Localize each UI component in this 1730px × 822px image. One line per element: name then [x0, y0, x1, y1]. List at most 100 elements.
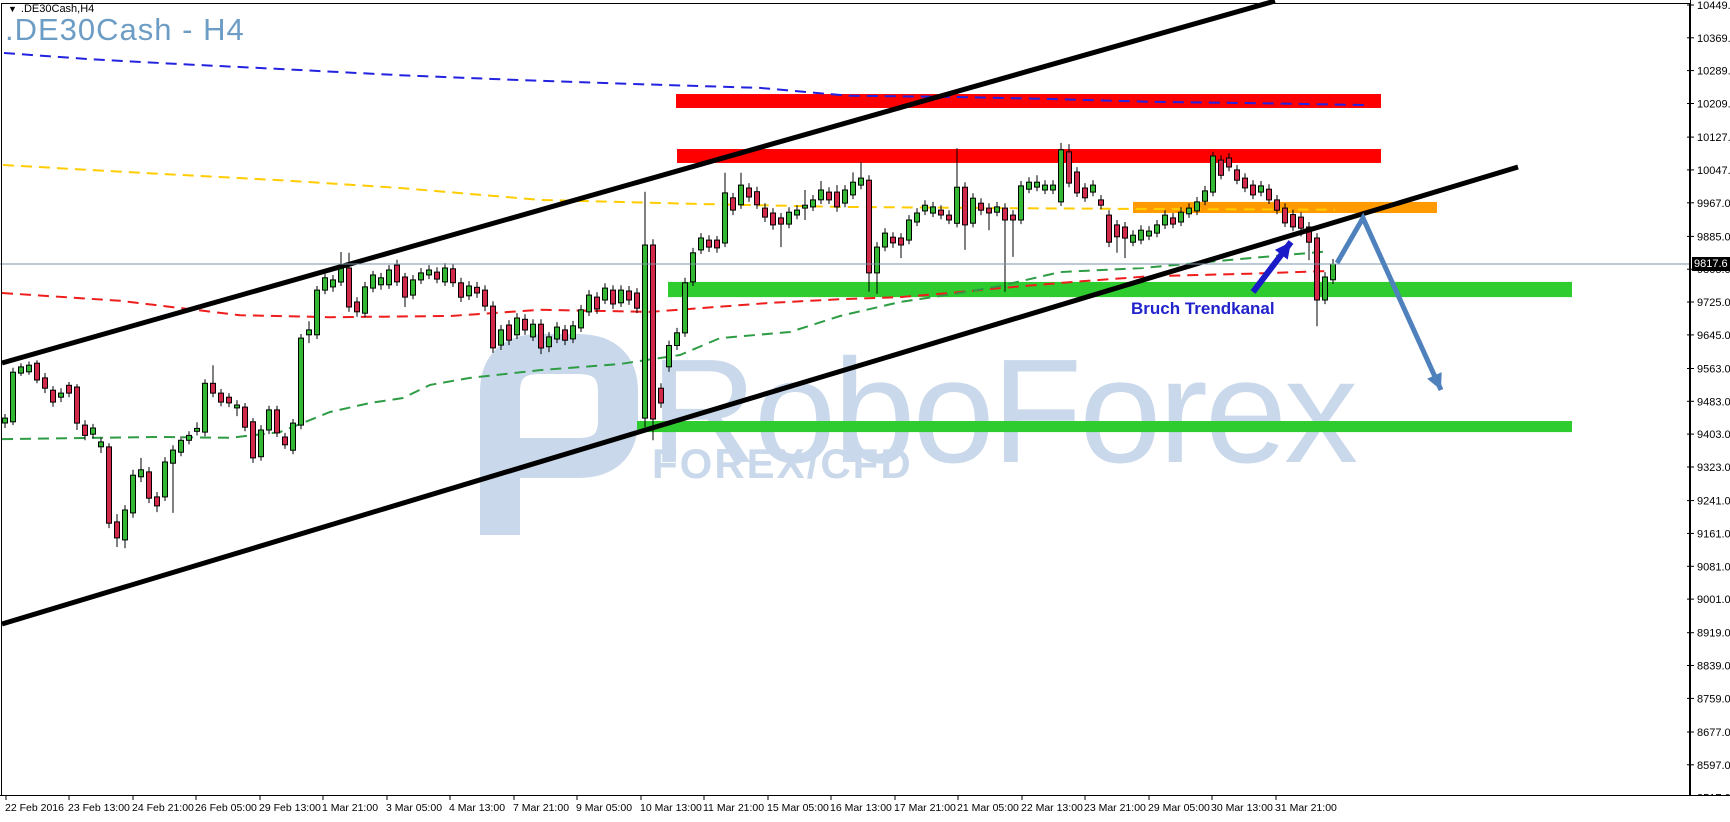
candle[interactable] — [90, 423, 96, 439]
resistance-zone-lower[interactable] — [677, 149, 1381, 163]
candle[interactable] — [570, 320, 576, 344]
channel-lower[interactable] — [1, 164, 1519, 627]
candle[interactable] — [58, 388, 64, 403]
candle[interactable] — [306, 321, 312, 344]
candle[interactable] — [754, 186, 760, 209]
candle[interactable] — [34, 360, 40, 384]
candle[interactable] — [1250, 180, 1256, 200]
candle[interactable] — [682, 277, 688, 337]
candle[interactable] — [658, 383, 664, 408]
candle[interactable] — [482, 285, 488, 312]
candle[interactable] — [698, 233, 704, 254]
candle[interactable] — [554, 322, 560, 344]
candle[interactable] — [178, 436, 184, 457]
candle[interactable] — [442, 263, 448, 286]
candle[interactable] — [490, 301, 496, 353]
candle[interactable] — [386, 265, 392, 289]
candle[interactable] — [914, 208, 920, 227]
symbol-tab[interactable]: ▼ .DE30Cash,H4 — [8, 3, 94, 15]
break-arrow[interactable] — [1250, 240, 1294, 294]
candle[interactable] — [522, 314, 528, 335]
candle[interactable] — [882, 228, 888, 252]
candle[interactable] — [194, 422, 200, 436]
candle[interactable] — [98, 437, 104, 453]
candle[interactable] — [378, 272, 384, 290]
candle[interactable] — [418, 268, 424, 284]
candle[interactable] — [1146, 226, 1152, 241]
candle[interactable] — [218, 389, 224, 407]
candle[interactable] — [810, 195, 816, 211]
candle[interactable] — [1098, 195, 1104, 210]
candle[interactable] — [186, 431, 192, 445]
candle[interactable] — [1234, 165, 1240, 185]
candle[interactable] — [1162, 210, 1168, 229]
candle[interactable] — [986, 203, 992, 231]
candle[interactable] — [154, 492, 160, 513]
candle[interactable] — [474, 281, 480, 298]
candle[interactable] — [1258, 181, 1264, 197]
candle[interactable] — [1034, 175, 1040, 192]
candle[interactable] — [1194, 197, 1200, 216]
candle[interactable] — [162, 457, 168, 501]
candle[interactable] — [770, 208, 776, 230]
candle[interactable] — [1154, 220, 1160, 238]
candle[interactable] — [370, 270, 376, 293]
candle[interactable] — [26, 361, 32, 375]
break-annotation-text[interactable]: Bruch Trendkanal — [1131, 299, 1275, 318]
candle[interactable] — [514, 313, 520, 339]
candle[interactable] — [938, 205, 944, 220]
candle[interactable] — [978, 198, 984, 216]
candle[interactable] — [282, 432, 288, 449]
candle[interactable] — [1090, 180, 1096, 197]
candle[interactable] — [834, 185, 840, 212]
candle[interactable] — [258, 425, 264, 461]
candle[interactable] — [250, 418, 256, 463]
candle[interactable] — [1218, 155, 1224, 180]
candle[interactable] — [954, 148, 960, 228]
candle[interactable] — [1186, 203, 1192, 218]
candle[interactable] — [1042, 180, 1048, 195]
candle[interactable] — [562, 325, 568, 346]
candle[interactable] — [618, 285, 624, 307]
candle[interactable] — [18, 363, 24, 376]
candle[interactable] — [210, 365, 216, 398]
candle[interactable] — [402, 272, 408, 307]
candle[interactable] — [778, 213, 784, 248]
candle[interactable] — [410, 275, 416, 300]
candle[interactable] — [1026, 177, 1032, 194]
candle[interactable] — [74, 384, 80, 430]
candle[interactable] — [82, 420, 88, 441]
candle[interactable] — [586, 290, 592, 316]
candle[interactable] — [290, 419, 296, 455]
candle[interactable] — [786, 207, 792, 229]
candle[interactable] — [866, 175, 872, 292]
ma-yellow[interactable] — [2, 164, 1336, 211]
candle[interactable] — [106, 443, 112, 529]
candle[interactable] — [594, 292, 600, 314]
candle[interactable] — [762, 203, 768, 222]
candle[interactable] — [1210, 151, 1216, 197]
candle[interactable] — [1114, 220, 1120, 253]
projection-arrow[interactable] — [1334, 212, 1444, 392]
candle[interactable] — [466, 281, 472, 300]
candle[interactable] — [1178, 207, 1184, 227]
candle[interactable] — [458, 277, 464, 302]
candle[interactable] — [434, 267, 440, 284]
candle[interactable] — [1074, 167, 1080, 197]
candle[interactable] — [1274, 195, 1280, 215]
candle[interactable] — [850, 172, 856, 200]
time-axis[interactable]: 22 Feb 2016 23 Feb 13:00 24 Feb 21:00 26 Fe… — [0, 795, 1730, 822]
resistance-zone-upper[interactable] — [676, 94, 1381, 108]
candle[interactable] — [1082, 183, 1088, 202]
candle[interactable] — [818, 181, 824, 204]
candle[interactable] — [722, 172, 728, 248]
candle[interactable] — [10, 367, 16, 426]
candle[interactable] — [922, 200, 928, 216]
candle[interactable] — [1106, 210, 1112, 248]
candle[interactable] — [122, 505, 128, 549]
candle[interactable] — [1290, 209, 1296, 232]
candle[interactable] — [794, 205, 800, 220]
candle[interactable] — [1202, 185, 1208, 206]
candle[interactable] — [138, 457, 144, 483]
